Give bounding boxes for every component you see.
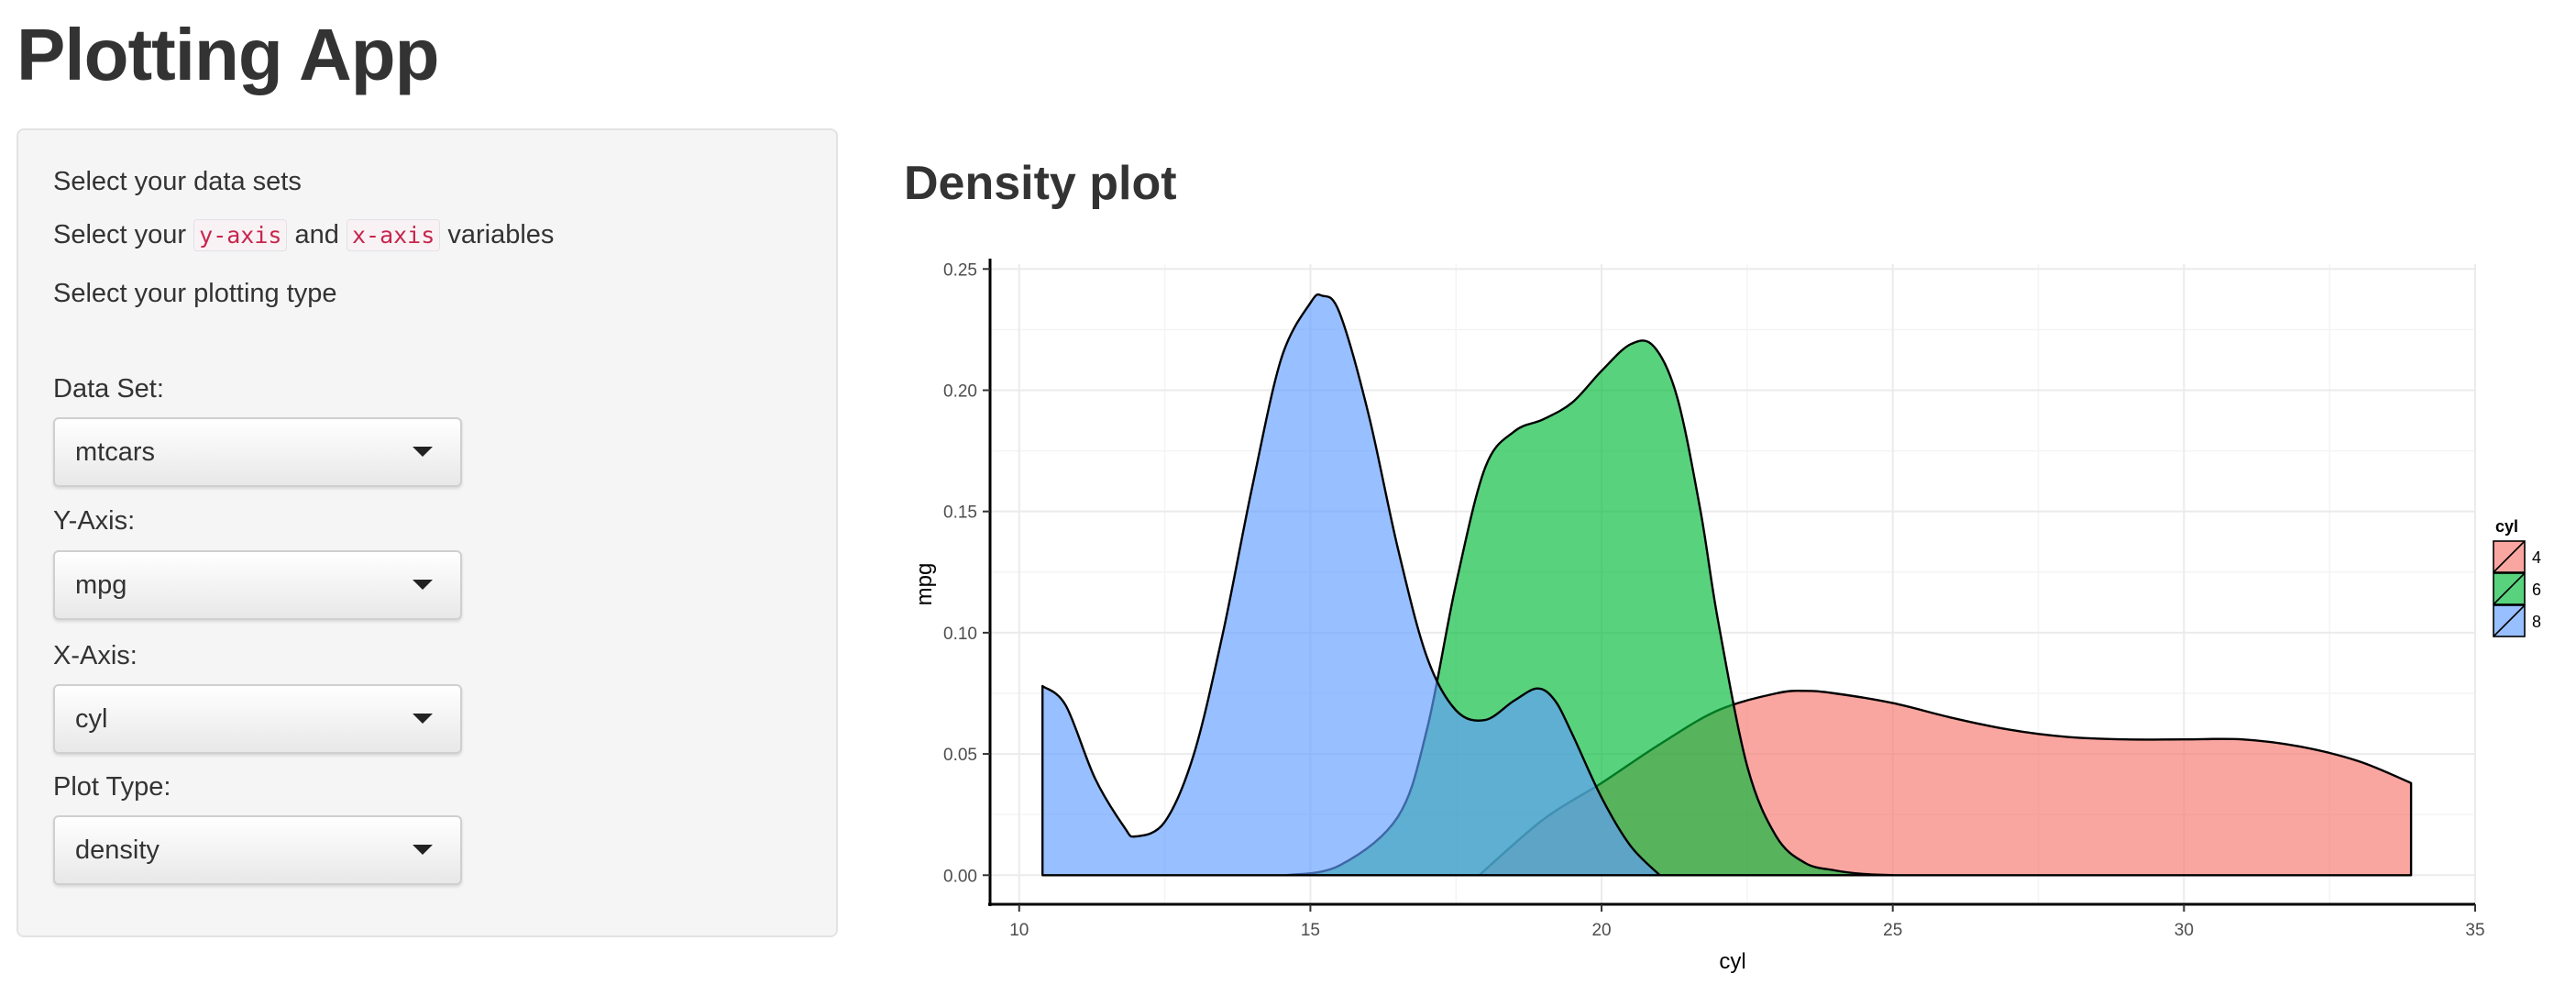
legend-key-slash (2493, 572, 2526, 605)
density-area-cyl-8 (1041, 293, 1661, 877)
plottype-value: density (75, 836, 160, 865)
plot-title: Density plot (904, 157, 1177, 210)
help-datasets: Select your data sets (53, 167, 302, 196)
legend-label-8: 8 (2532, 613, 2541, 631)
y-tick-label: 0.10 (943, 625, 977, 644)
dataset-select[interactable]: mtcars (53, 417, 462, 487)
y-tick-label: 0.05 (943, 746, 977, 765)
chevron-down-icon (413, 447, 433, 457)
x-tick-label: 10 (1009, 921, 1029, 940)
y-tick-label: 0.15 (943, 504, 977, 523)
yaxis-select[interactable]: mpg (53, 550, 462, 620)
y-tick-label: 0.25 (943, 260, 977, 280)
plottype-label: Plot Type: (53, 772, 171, 802)
help-axes-and: and (294, 220, 339, 249)
yaxis-label: Y-Axis: (53, 506, 136, 536)
legend-key-slash (2493, 540, 2526, 573)
legend-title: cyl (2495, 517, 2518, 536)
help-axes: Select your y-axis and x-axis variables (53, 219, 555, 251)
code-x-axis: x-axis (346, 219, 441, 251)
app-title: Plotting App (17, 14, 439, 95)
plottype-select[interactable]: density (53, 815, 462, 885)
legend-label-4: 4 (2532, 548, 2541, 567)
x-tick-label: 25 (1883, 921, 1902, 940)
chevron-down-icon (413, 580, 433, 590)
help-axes-prefix: Select your (53, 220, 187, 249)
y-axis-title: mpg (912, 563, 937, 606)
dataset-value: mtcars (75, 437, 155, 467)
code-y-axis: y-axis (193, 219, 288, 251)
x-tick-label: 15 (1301, 921, 1320, 940)
y-tick-label: 0.00 (943, 867, 977, 886)
dataset-label: Data Set: (53, 374, 164, 404)
density-plot: 0.00 0.05 0.10 0.15 0.20 0.25 10 15 20 25 30 35 cyl m… (912, 259, 2541, 974)
chevron-down-icon (413, 714, 433, 724)
x-tick-label: 35 (2465, 921, 2484, 940)
x-tick-label: 30 (2174, 921, 2194, 940)
chevron-down-icon (413, 845, 433, 855)
legend-key-slash (2493, 604, 2526, 637)
sidebar-panel: Select your data sets Select your y-axis… (17, 128, 838, 937)
help-plot-type: Select your plotting type (53, 279, 337, 308)
xaxis-label: X-Axis: (53, 641, 138, 670)
xaxis-value: cyl (75, 704, 108, 734)
help-axes-suffix: variables (447, 220, 555, 249)
yaxis-value: mpg (75, 570, 127, 600)
x-axis-title: cyl (1719, 949, 1745, 974)
xaxis-select[interactable]: cyl (53, 684, 462, 754)
x-tick-label: 20 (1591, 921, 1611, 940)
legend-label-6: 6 (2532, 581, 2541, 599)
y-tick-label: 0.20 (943, 382, 977, 401)
